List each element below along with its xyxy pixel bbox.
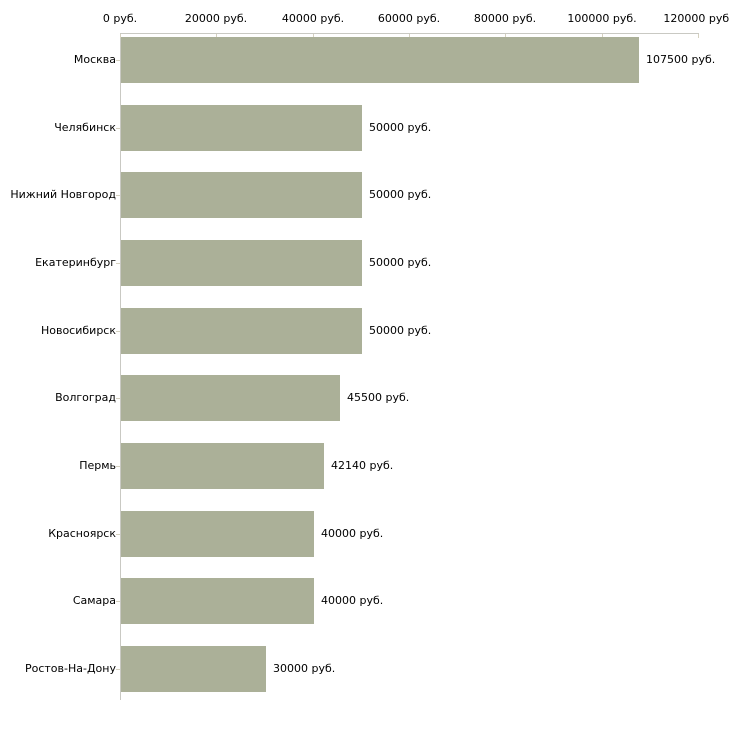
x-axis-tick-label: 40000 руб.	[281, 12, 345, 25]
value-label: 50000 руб.	[369, 121, 432, 134]
y-axis-tick	[116, 128, 120, 129]
bar	[121, 37, 639, 83]
value-label: 45500 руб.	[347, 391, 410, 404]
x-axis-tick-label: 60000 руб.	[377, 12, 441, 25]
value-label: 40000 руб.	[321, 527, 384, 540]
value-label: 50000 руб.	[369, 256, 432, 269]
value-label: 50000 руб.	[369, 324, 432, 337]
y-axis-tick	[116, 466, 120, 467]
category-label: Волгоград	[55, 391, 116, 404]
bar	[121, 375, 340, 421]
y-axis-tick	[116, 398, 120, 399]
category-label: Нижний Новгород	[10, 188, 116, 201]
category-label: Челябинск	[54, 121, 116, 134]
y-axis-tick	[116, 60, 120, 61]
bar	[121, 105, 362, 151]
x-axis-tick	[505, 34, 506, 38]
x-axis-tick-label: 20000 руб.	[184, 12, 248, 25]
x-axis-tick	[602, 34, 603, 38]
bar	[121, 578, 314, 624]
value-label: 50000 руб.	[369, 188, 432, 201]
value-label: 30000 руб.	[273, 662, 336, 675]
x-axis-tick-label: 0 руб.	[102, 12, 138, 25]
category-label: Новосибирск	[40, 324, 116, 337]
y-axis-tick	[116, 534, 120, 535]
bar	[121, 308, 362, 354]
x-axis-tick-label: 100000 руб.	[567, 12, 637, 25]
bar	[121, 646, 266, 692]
value-label: 40000 руб.	[321, 594, 384, 607]
bar	[121, 511, 314, 557]
category-label: Самара	[72, 594, 116, 607]
y-axis-tick	[116, 195, 120, 196]
category-label: Красноярск	[48, 527, 116, 540]
x-axis-tick	[698, 34, 699, 38]
bar	[121, 172, 362, 218]
bar	[121, 240, 362, 286]
category-label: Москва	[73, 53, 116, 66]
value-label: 42140 руб.	[331, 459, 394, 472]
x-axis-tick	[120, 34, 121, 38]
category-label: Пермь	[79, 459, 116, 472]
category-label: Екатеринбург	[35, 256, 116, 269]
y-axis-line	[120, 33, 121, 700]
x-axis-tick	[313, 34, 314, 38]
x-axis-tick	[216, 34, 217, 38]
x-axis-line	[120, 33, 699, 34]
x-axis-tick-label: 120000 руб.	[663, 12, 730, 25]
x-axis-tick-label: 80000 руб.	[473, 12, 537, 25]
category-label: Ростов-На-Дону	[24, 662, 116, 675]
y-axis-tick	[116, 669, 120, 670]
y-axis-tick	[116, 331, 120, 332]
value-label: 107500 руб.	[646, 53, 716, 66]
y-axis-tick	[116, 263, 120, 264]
y-axis-tick	[116, 601, 120, 602]
x-axis-tick	[409, 34, 410, 38]
bar	[121, 443, 324, 489]
